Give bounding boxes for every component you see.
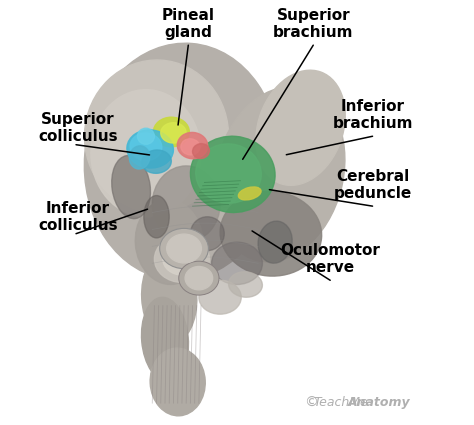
Ellipse shape [179, 261, 219, 295]
Text: Oculomotor
nerve: Oculomotor nerve [280, 243, 380, 275]
Ellipse shape [142, 150, 171, 173]
Ellipse shape [196, 144, 261, 203]
Ellipse shape [228, 272, 263, 297]
Ellipse shape [127, 130, 173, 168]
Ellipse shape [112, 156, 150, 218]
Ellipse shape [177, 133, 208, 159]
Ellipse shape [163, 243, 201, 275]
Text: ©: © [304, 396, 318, 409]
Ellipse shape [129, 146, 150, 169]
Ellipse shape [155, 236, 210, 282]
Text: Superior
colliculus: Superior colliculus [38, 112, 118, 144]
Ellipse shape [191, 217, 224, 251]
Ellipse shape [238, 187, 261, 200]
Ellipse shape [220, 191, 322, 276]
Ellipse shape [137, 128, 155, 144]
Ellipse shape [199, 280, 241, 314]
Ellipse shape [84, 43, 280, 280]
Text: Inferior
brachium: Inferior brachium [332, 99, 413, 131]
Ellipse shape [141, 298, 189, 382]
Text: Superior
brachium: Superior brachium [273, 8, 354, 40]
Ellipse shape [142, 251, 197, 344]
Ellipse shape [214, 87, 345, 262]
Text: Pineal
gland: Pineal gland [162, 8, 215, 40]
Text: Inferior
colliculus: Inferior colliculus [38, 201, 118, 233]
Ellipse shape [256, 70, 345, 185]
Ellipse shape [144, 196, 169, 238]
Ellipse shape [135, 200, 203, 284]
Ellipse shape [150, 348, 205, 416]
Ellipse shape [211, 242, 263, 284]
Ellipse shape [152, 166, 220, 242]
Ellipse shape [181, 139, 200, 155]
Ellipse shape [160, 228, 209, 269]
Text: Anatomy: Anatomy [347, 397, 410, 409]
Ellipse shape [167, 234, 201, 263]
Ellipse shape [130, 133, 162, 161]
Text: Cerebral
peduncle: Cerebral peduncle [333, 169, 412, 201]
Ellipse shape [185, 266, 213, 290]
Ellipse shape [258, 221, 292, 263]
Ellipse shape [91, 90, 201, 217]
Ellipse shape [84, 60, 228, 212]
Ellipse shape [153, 117, 189, 147]
Ellipse shape [191, 136, 275, 212]
Ellipse shape [192, 144, 210, 159]
Ellipse shape [161, 123, 186, 143]
Text: TeachMe: TeachMe [313, 397, 368, 409]
